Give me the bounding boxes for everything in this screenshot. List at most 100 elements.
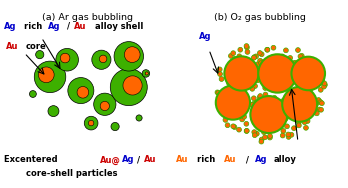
Circle shape — [305, 119, 310, 123]
Circle shape — [227, 79, 232, 84]
Circle shape — [303, 91, 308, 96]
Circle shape — [123, 76, 142, 95]
Circle shape — [240, 94, 245, 99]
Circle shape — [300, 101, 305, 105]
Circle shape — [229, 87, 233, 92]
Circle shape — [220, 94, 225, 99]
Circle shape — [282, 117, 287, 121]
Circle shape — [296, 77, 301, 81]
Circle shape — [309, 79, 314, 84]
Circle shape — [271, 113, 275, 118]
Circle shape — [255, 106, 260, 111]
Circle shape — [111, 122, 119, 131]
Circle shape — [298, 99, 302, 104]
Circle shape — [77, 86, 89, 98]
Circle shape — [84, 116, 98, 130]
Circle shape — [232, 106, 237, 111]
Circle shape — [282, 98, 286, 102]
Circle shape — [244, 44, 249, 49]
Circle shape — [250, 63, 254, 68]
Circle shape — [311, 64, 316, 69]
Circle shape — [255, 78, 260, 83]
Circle shape — [232, 65, 237, 70]
Circle shape — [259, 61, 263, 65]
Circle shape — [286, 112, 291, 117]
Circle shape — [257, 69, 262, 74]
Circle shape — [295, 48, 300, 52]
Circle shape — [308, 87, 313, 92]
Circle shape — [280, 133, 285, 138]
Circle shape — [254, 131, 259, 136]
Circle shape — [297, 105, 302, 110]
Circle shape — [34, 61, 66, 93]
Circle shape — [244, 77, 249, 82]
Circle shape — [240, 117, 245, 122]
Circle shape — [318, 69, 323, 74]
Circle shape — [250, 86, 255, 91]
Circle shape — [88, 120, 94, 126]
Text: Au: Au — [176, 155, 189, 164]
Circle shape — [304, 113, 309, 118]
Circle shape — [278, 86, 283, 91]
Circle shape — [218, 67, 222, 72]
Circle shape — [288, 77, 293, 82]
Circle shape — [269, 103, 274, 108]
Circle shape — [311, 106, 316, 111]
Circle shape — [286, 87, 291, 92]
Circle shape — [283, 68, 288, 72]
Circle shape — [245, 45, 249, 50]
Circle shape — [227, 81, 231, 86]
Circle shape — [315, 111, 319, 116]
Circle shape — [262, 129, 267, 133]
Circle shape — [271, 112, 276, 117]
Circle shape — [296, 72, 301, 77]
Circle shape — [60, 53, 70, 63]
Circle shape — [145, 72, 148, 75]
Circle shape — [281, 129, 286, 133]
Circle shape — [302, 120, 307, 125]
Circle shape — [263, 103, 268, 108]
Circle shape — [48, 106, 59, 117]
Circle shape — [278, 87, 283, 92]
Circle shape — [291, 103, 296, 108]
Circle shape — [302, 60, 307, 65]
Circle shape — [227, 92, 232, 96]
Circle shape — [68, 78, 94, 104]
Circle shape — [252, 55, 256, 60]
Circle shape — [295, 80, 300, 85]
Circle shape — [280, 72, 285, 77]
Circle shape — [244, 129, 249, 133]
Circle shape — [249, 102, 254, 107]
Circle shape — [233, 62, 238, 67]
Circle shape — [251, 102, 256, 106]
Circle shape — [302, 115, 307, 119]
Circle shape — [237, 54, 242, 59]
Circle shape — [295, 91, 300, 96]
Circle shape — [265, 79, 270, 84]
Circle shape — [306, 65, 311, 70]
Circle shape — [280, 54, 285, 59]
Circle shape — [263, 92, 268, 97]
Circle shape — [231, 124, 236, 129]
Circle shape — [100, 101, 109, 111]
Circle shape — [240, 91, 245, 96]
Circle shape — [258, 51, 262, 55]
Circle shape — [250, 96, 287, 133]
Circle shape — [292, 61, 296, 65]
Circle shape — [286, 86, 291, 91]
Circle shape — [319, 101, 324, 106]
Text: Au: Au — [74, 22, 87, 31]
Circle shape — [317, 66, 322, 71]
Circle shape — [226, 65, 231, 70]
Circle shape — [291, 115, 295, 120]
Text: core: core — [26, 42, 47, 52]
Circle shape — [255, 75, 260, 80]
Circle shape — [255, 99, 260, 104]
Circle shape — [307, 103, 312, 108]
Circle shape — [237, 59, 242, 64]
Circle shape — [280, 110, 285, 114]
Circle shape — [282, 87, 317, 122]
Circle shape — [258, 59, 263, 64]
Circle shape — [270, 127, 275, 132]
Circle shape — [304, 64, 309, 69]
